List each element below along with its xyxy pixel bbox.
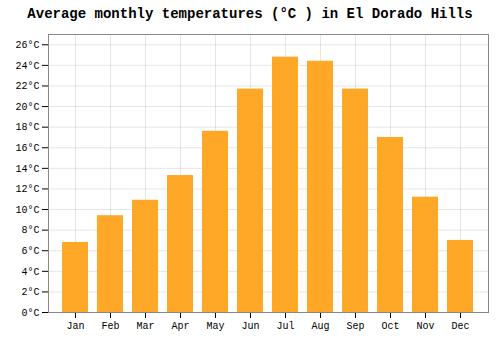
svg-text:12°C: 12°C [15,184,39,195]
svg-text:2°C: 2°C [21,287,39,298]
svg-text:6°C: 6°C [21,246,39,257]
svg-text:Nov: Nov [416,321,434,332]
svg-text:16°C: 16°C [15,143,39,154]
svg-text:Jul: Jul [276,321,294,332]
svg-text:4°C: 4°C [21,267,39,278]
svg-text:10°C: 10°C [15,205,39,216]
svg-text:8°C: 8°C [21,225,39,236]
svg-text:24°C: 24°C [15,61,39,72]
svg-text:Oct: Oct [381,321,399,332]
svg-text:Aug: Aug [311,321,329,332]
svg-text:26°C: 26°C [15,40,39,51]
svg-text:14°C: 14°C [15,164,39,175]
svg-text:Feb: Feb [101,321,119,332]
svg-text:Jun: Jun [241,321,259,332]
svg-text:18°C: 18°C [15,122,39,133]
svg-text:20°C: 20°C [15,102,39,113]
html-text:Average monthly temperatures (: Average monthly temperatures (°C ) in El… [27,6,473,22]
svg-text:22°C: 22°C [15,81,39,92]
svg-text:Jan: Jan [66,321,84,332]
svg-text:Dec: Dec [451,321,469,332]
svg-text:0°C: 0°C [21,308,39,319]
svg-text:Sep: Sep [346,321,364,332]
svg-text:May: May [206,321,224,332]
svg-text:Apr: Apr [171,321,189,332]
svg-text:Mar: Mar [136,321,154,332]
